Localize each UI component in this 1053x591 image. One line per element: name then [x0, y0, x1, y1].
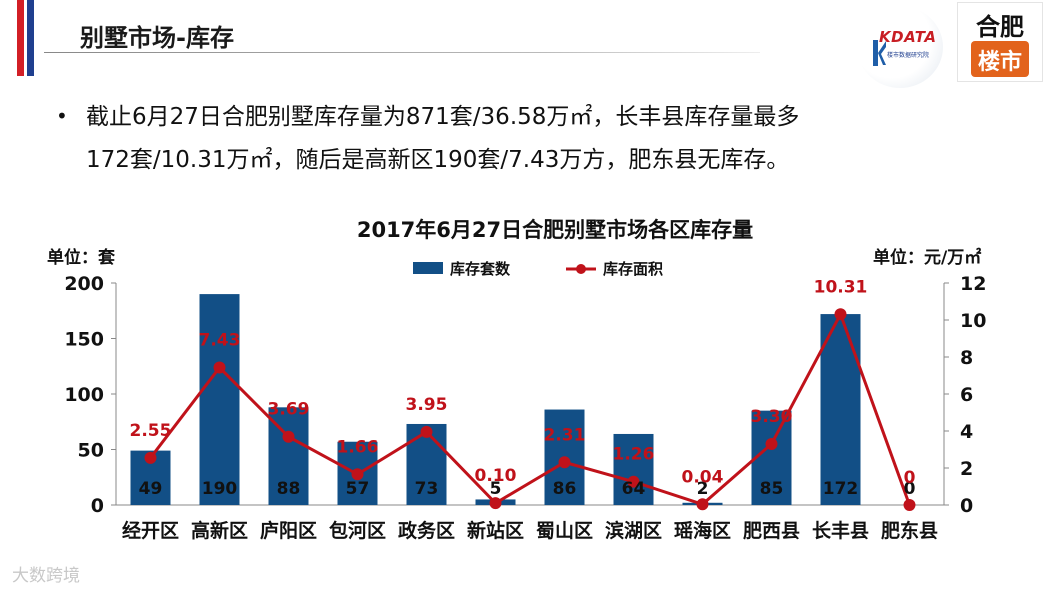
blue-flag-stripe [27, 0, 34, 76]
legend-line-label: 库存面积 [603, 260, 663, 278]
area-value-label: 0.10 [475, 466, 517, 486]
summary-line-1: 截止6月27日合肥别墅库存量为871套/36.58万㎡，长丰县库存量最多 [86, 104, 800, 130]
right-axis-tick-label: 4 [960, 421, 973, 443]
area-value-label: 7.43 [199, 331, 241, 351]
category-label: 长丰县 [812, 519, 869, 542]
area-point-4 [420, 425, 433, 438]
category-label: 瑶海区 [674, 519, 731, 542]
right-axis-tick-label: 8 [960, 347, 973, 369]
left-axis-unit: 单位：套 [47, 248, 115, 268]
category-label: 肥东县 [881, 519, 938, 542]
category-label: 蜀山区 [536, 520, 593, 542]
area-value-label: 3.95 [406, 395, 448, 415]
area-point-11 [903, 499, 916, 511]
bar-value-label: 64 [622, 479, 646, 499]
hefei-loushi-logo: 合肥 楼市 [957, 2, 1043, 82]
title-divider [44, 52, 760, 53]
left-axis-tick-label: 0 [91, 495, 104, 517]
bar-value-label: 172 [823, 479, 859, 499]
category-label: 庐阳区 [260, 519, 317, 542]
bar-1 [199, 294, 240, 505]
kdata-logo-text: KDATA [879, 28, 937, 46]
right-axis-tick-label: 0 [960, 495, 973, 517]
left-axis-tick-label: 200 [64, 273, 104, 295]
left-axis-tick-label: 150 [64, 329, 104, 351]
area-point-9 [765, 437, 778, 450]
right-axis-tick-label: 10 [960, 310, 986, 332]
kdata-logo-subtext: 楼市数据研究院 [887, 52, 930, 59]
summary-line-2: 172套/10.31万㎡，随后是高新区190套/7.43万方，肥东县无库存。 [86, 147, 790, 173]
legend-line-marker [576, 264, 586, 274]
category-label: 政务区 [398, 519, 455, 542]
area-value-label: 3.30 [751, 407, 793, 427]
right-axis-tick-label: 2 [960, 458, 973, 480]
area-point-1 [213, 361, 226, 374]
area-point-2 [282, 430, 295, 443]
area-point-0 [144, 451, 157, 464]
bar-value-label: 73 [415, 479, 439, 499]
loushi-stamp: 楼市 [971, 41, 1029, 77]
category-label: 高新区 [191, 519, 248, 542]
kdata-logo: KDATA 楼市数据研究院 [857, 6, 943, 88]
area-value-label: 2.31 [544, 425, 586, 445]
area-point-5 [489, 497, 502, 510]
right-axis-unit: 单位：元/万㎡ [873, 248, 982, 268]
area-point-3 [351, 468, 364, 481]
bar-value-label: 190 [202, 479, 238, 499]
area-point-8 [696, 498, 709, 511]
category-label: 经开区 [122, 519, 179, 542]
area-point-7 [627, 475, 640, 488]
bar-value-label: 86 [553, 479, 577, 499]
watermark-text: 大数跨境 [12, 566, 80, 586]
right-axis-tick-label: 12 [960, 273, 986, 295]
header-bar: 别墅市场-库存 KDATA 楼市数据研究院 合肥 楼市 [0, 0, 1053, 88]
bar-value-label: 85 [760, 479, 784, 499]
hefei-logo-text: 合肥 [976, 12, 1024, 41]
area-value-label: 1.66 [337, 437, 379, 457]
legend-bar-label: 库存套数 [450, 260, 511, 278]
area-value-label: 1.26 [613, 445, 655, 465]
summary-text: 截止6月27日合肥别墅库存量为871套/36.58万㎡，长丰县库存量最多 172… [56, 96, 1016, 182]
bar-value-label: 57 [346, 479, 370, 499]
area-series-line [149, 310, 911, 506]
right-axis-tick-label: 6 [960, 384, 973, 406]
bar-value-label: 49 [139, 479, 163, 499]
left-axis-tick-label: 50 [78, 440, 104, 462]
bar-9 [751, 410, 792, 505]
loushi-stamp-text: 楼市 [977, 49, 1022, 75]
kdata-mark-icon [873, 40, 886, 66]
left-axis-tick-label: 100 [64, 384, 104, 406]
area-value-label: 0 [904, 468, 916, 488]
bar-value-label: 0 [904, 479, 916, 499]
area-value-label: 0.04 [682, 467, 724, 487]
category-label: 滨湖区 [605, 519, 662, 542]
page-title: 别墅市场-库存 [80, 24, 234, 52]
area-point-10 [834, 308, 847, 321]
legend-bar-swatch [413, 262, 443, 274]
chart-title: 2017年6月27日合肥别墅市场各区库存量 [356, 218, 754, 242]
area-value-label: 2.55 [130, 421, 172, 441]
area-value-label: 10.31 [814, 277, 868, 297]
bar-value-label: 88 [277, 479, 301, 499]
category-label: 包河区 [329, 519, 386, 542]
bullet-point-icon: • [56, 104, 68, 128]
bar-10 [820, 314, 861, 505]
area-point-6 [558, 456, 571, 469]
category-label: 肥西县 [743, 520, 800, 542]
red-flag-stripe [17, 0, 24, 76]
area-value-label: 3.69 [268, 400, 310, 420]
bar-value-label: 5 [490, 479, 502, 499]
bar-7 [613, 433, 654, 505]
category-label: 新站区 [467, 519, 524, 542]
bar-value-label: 2 [697, 479, 709, 499]
